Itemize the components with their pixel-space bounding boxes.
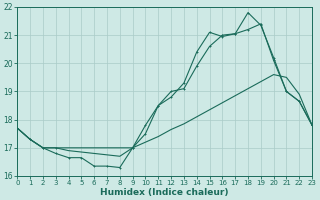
X-axis label: Humidex (Indice chaleur): Humidex (Indice chaleur) [100,188,229,197]
